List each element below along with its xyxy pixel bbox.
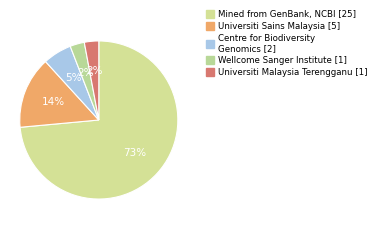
Text: 2%: 2% (86, 66, 103, 76)
Legend: Mined from GenBank, NCBI [25], Universiti Sains Malaysia [5], Centre for Biodive: Mined from GenBank, NCBI [25], Universit… (206, 10, 367, 77)
Wedge shape (20, 62, 99, 127)
Wedge shape (84, 41, 99, 120)
Text: 5%: 5% (65, 73, 81, 83)
Text: 14%: 14% (41, 97, 65, 107)
Wedge shape (70, 42, 99, 120)
Text: 73%: 73% (124, 148, 147, 158)
Text: 2%: 2% (77, 68, 93, 78)
Wedge shape (20, 41, 178, 199)
Wedge shape (46, 46, 99, 120)
